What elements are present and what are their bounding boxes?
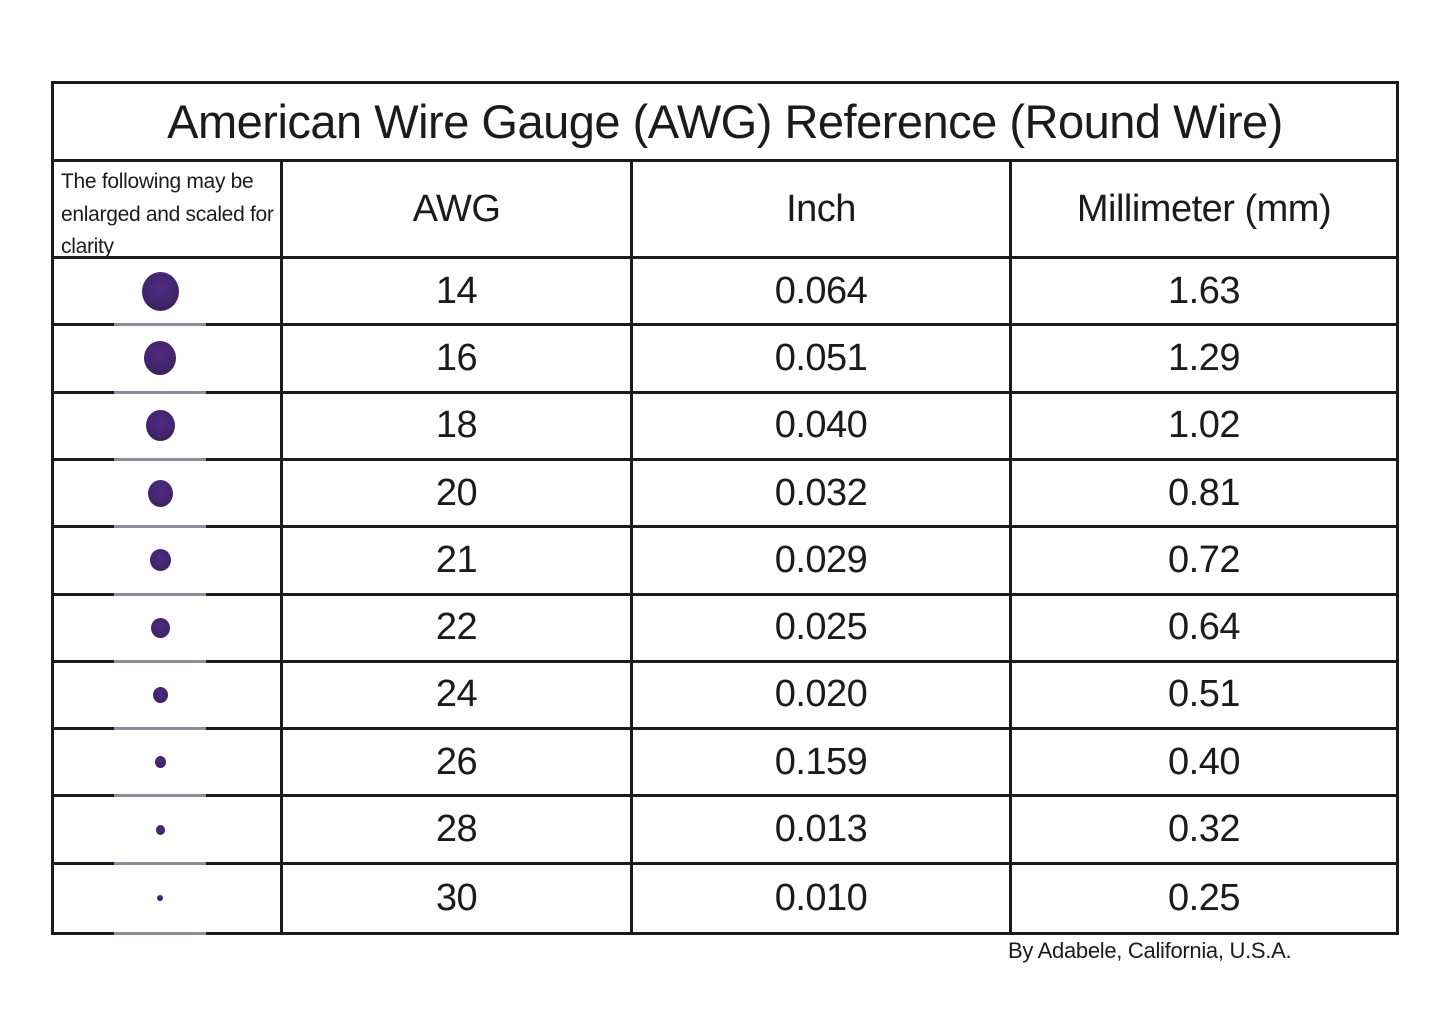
wire-size-dot-cell bbox=[54, 528, 283, 596]
wire-size-dot-cell bbox=[54, 326, 283, 394]
wire-dot bbox=[157, 895, 163, 902]
wire-dot bbox=[149, 549, 171, 572]
awg-cell: 24 bbox=[283, 662, 633, 731]
dot-underline bbox=[114, 457, 206, 461]
wire-size-dot-cell bbox=[54, 662, 283, 731]
inch-cell: 0.051 bbox=[633, 326, 1012, 394]
awg-cell: 30 bbox=[283, 864, 633, 932]
inch-cell: 0.020 bbox=[633, 662, 1012, 731]
dot-underline bbox=[114, 861, 206, 865]
awg-cell: 14 bbox=[283, 259, 633, 327]
dot-underline bbox=[114, 932, 206, 935]
wire-dot bbox=[145, 410, 175, 442]
mm-cell: 0.72 bbox=[1012, 528, 1396, 596]
dot-underline bbox=[114, 390, 206, 394]
inch-cell: 0.029 bbox=[633, 528, 1012, 596]
awg-cell: 22 bbox=[283, 595, 633, 663]
mm-cell: 0.81 bbox=[1012, 460, 1396, 529]
mm-cell: 1.63 bbox=[1012, 259, 1396, 327]
inch-cell: 0.032 bbox=[633, 460, 1012, 529]
inch-cell: 0.159 bbox=[633, 730, 1012, 798]
column-header-awg: AWG bbox=[283, 162, 633, 259]
dot-underline bbox=[114, 794, 206, 798]
awg-cell: 28 bbox=[283, 797, 633, 865]
mm-cell: 0.40 bbox=[1012, 730, 1396, 798]
scaling-note: The following may be enlarged and scaled… bbox=[54, 162, 283, 259]
wire-size-dot-cell bbox=[54, 864, 283, 935]
mm-cell: 0.51 bbox=[1012, 662, 1396, 731]
mm-cell: 0.25 bbox=[1012, 864, 1396, 932]
wire-size-dot-cell bbox=[54, 730, 283, 798]
mm-cell: 0.64 bbox=[1012, 595, 1396, 663]
wire-dot bbox=[141, 271, 179, 311]
column-header-inch: Inch bbox=[633, 162, 1012, 259]
dot-underline bbox=[114, 727, 206, 731]
wire-size-dot-cell bbox=[54, 797, 283, 865]
awg-cell: 18 bbox=[283, 393, 633, 461]
inch-cell: 0.013 bbox=[633, 797, 1012, 865]
awg-reference-table: American Wire Gauge (AWG) Reference (Rou… bbox=[51, 81, 1399, 935]
wire-size-dot-cell bbox=[54, 460, 283, 529]
awg-cell: 16 bbox=[283, 326, 633, 394]
wire-size-dot-cell bbox=[54, 595, 283, 663]
mm-cell: 1.02 bbox=[1012, 393, 1396, 461]
inch-cell: 0.025 bbox=[633, 595, 1012, 663]
wire-dot bbox=[144, 341, 176, 376]
dot-underline bbox=[114, 323, 206, 327]
dot-underline bbox=[114, 659, 206, 663]
wire-dot bbox=[150, 617, 170, 638]
awg-cell: 21 bbox=[283, 528, 633, 596]
awg-cell: 20 bbox=[283, 460, 633, 529]
dot-underline bbox=[114, 592, 206, 596]
wire-dot bbox=[147, 479, 173, 507]
wire-size-dot-cell bbox=[54, 259, 283, 327]
inch-cell: 0.064 bbox=[633, 259, 1012, 327]
wire-size-dot-cell bbox=[54, 393, 283, 461]
inch-cell: 0.040 bbox=[633, 393, 1012, 461]
column-header-mm: Millimeter (mm) bbox=[1012, 162, 1396, 259]
mm-cell: 0.32 bbox=[1012, 797, 1396, 865]
wire-dot bbox=[154, 756, 166, 769]
attribution-text: By Adabele, California, U.S.A. bbox=[1008, 938, 1292, 963]
dot-underline bbox=[114, 525, 206, 529]
inch-cell: 0.010 bbox=[633, 864, 1012, 932]
wire-dot bbox=[152, 686, 168, 703]
awg-cell: 26 bbox=[283, 730, 633, 798]
mm-cell: 1.29 bbox=[1012, 326, 1396, 394]
table-title: American Wire Gauge (AWG) Reference (Rou… bbox=[54, 84, 1396, 162]
wire-dot bbox=[155, 824, 165, 835]
